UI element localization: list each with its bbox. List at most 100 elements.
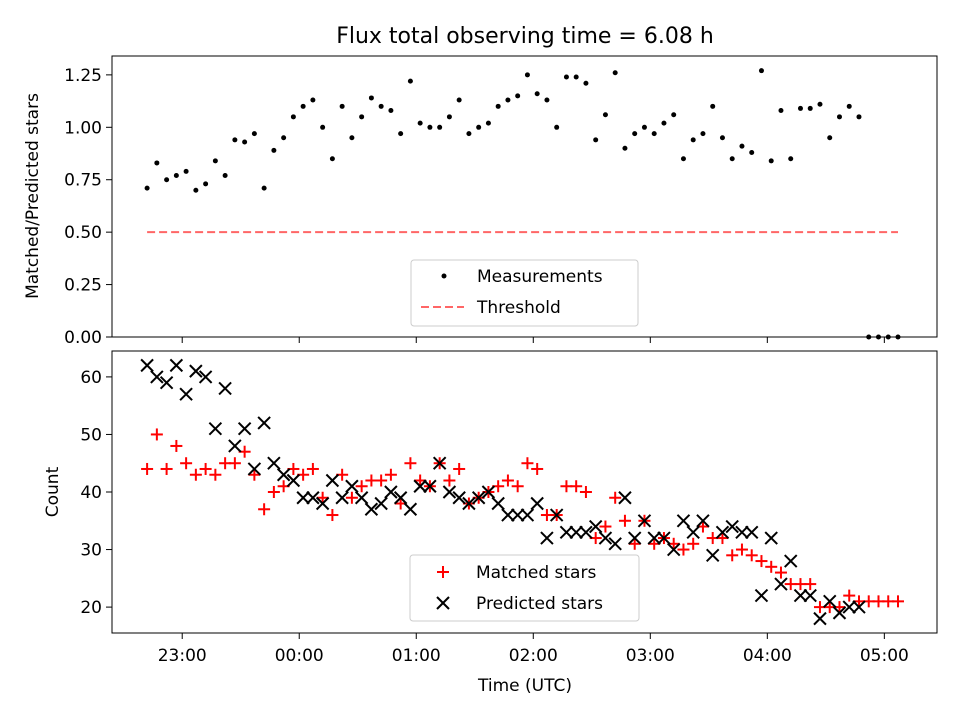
chart-title: Flux total observing time = 6.08 h [336, 24, 714, 49]
y-tick-label: 60 [80, 368, 102, 388]
cross-b [706, 548, 720, 563]
x-tick-label: 05:00 [860, 646, 909, 666]
predicted-star-point [793, 588, 808, 603]
matched-star-point [843, 589, 856, 602]
y-tick-label: 0.00 [64, 328, 102, 348]
predicted-star-point [335, 491, 349, 505]
y-tick-label: 50 [80, 425, 102, 445]
measurement-point [788, 156, 794, 162]
matched-star-point [228, 457, 241, 470]
cross-b [198, 370, 213, 384]
predicted-star-point [676, 514, 691, 528]
cross-b [676, 514, 691, 528]
predicted-star-point [384, 485, 398, 499]
bottom-x-ticks: 23:00 00:00 01:00 02:00 03:00 04:00 05:00 [158, 633, 909, 666]
measurement-point [232, 137, 238, 143]
matched-star-point [726, 549, 739, 562]
x-tick-label: 04:00 [743, 646, 792, 666]
measurement-point [154, 160, 160, 166]
predicted-star-point [452, 491, 466, 505]
cross-b [618, 491, 632, 505]
predicted-star-point [364, 502, 379, 516]
cross-b [315, 496, 330, 511]
cross-b [540, 531, 554, 545]
matched-star-point [501, 474, 514, 487]
cross-b [189, 364, 203, 378]
measurement-point [515, 93, 521, 99]
predicted-star-point [549, 508, 564, 522]
measurement-point [710, 103, 716, 109]
matched-star-point [160, 462, 173, 475]
measurement-point [368, 95, 374, 101]
cross-b [257, 416, 271, 430]
cross-b [423, 479, 437, 493]
measurement-point [739, 143, 745, 149]
measurement-point [632, 131, 638, 137]
predicted-star-point [774, 577, 788, 591]
predicted-star-point [189, 364, 203, 378]
predicted-star-point [432, 456, 447, 470]
matched-star-point [531, 462, 544, 475]
matched-star-point [209, 468, 222, 481]
predicted-star-point [725, 519, 739, 534]
cross-b [335, 491, 349, 505]
measurement-point [193, 187, 199, 193]
cross-b [159, 375, 174, 390]
measurement-point [583, 80, 589, 86]
predicted-star-point [286, 473, 301, 488]
predicted-star-point [784, 554, 798, 568]
cross-b [150, 370, 164, 384]
top-y-ticks: 0.00 0.25 0.50 0.75 1.00 1.25 [64, 66, 112, 348]
cross-b [345, 479, 359, 493]
predicted-star-point [393, 491, 408, 505]
measurement-point [349, 135, 355, 141]
cross-b [637, 514, 652, 528]
matched-star-point [891, 595, 904, 608]
measurement-point [719, 135, 725, 141]
cross-b [501, 508, 515, 522]
cross-b [179, 387, 193, 401]
predicted-star-point [296, 491, 310, 505]
matched-star-point [579, 486, 592, 498]
predicted-star-point [159, 375, 174, 390]
matched-star-point [180, 457, 193, 470]
cross-b [481, 485, 496, 499]
cross-b [569, 525, 583, 539]
x-tick-label: 01:00 [392, 646, 441, 666]
cross-b [666, 542, 681, 557]
predicted-star-point [315, 496, 330, 511]
measurement-point [183, 168, 189, 174]
cross-b [627, 531, 642, 545]
measurement-point [173, 173, 179, 179]
measurement-point [456, 97, 462, 103]
measurement-points [144, 68, 901, 340]
cross-b [218, 381, 232, 396]
predicted-star-point [354, 491, 369, 505]
cross-b [364, 502, 379, 516]
bottom-legend: Matched stars Predicted stars [409, 554, 640, 622]
measurement-point [690, 137, 696, 143]
cross-b [208, 421, 223, 436]
measurement-point [661, 120, 667, 126]
predicted-star-point [471, 491, 486, 505]
measurement-point [320, 124, 326, 130]
measurement-point [203, 181, 209, 187]
measurement-point [554, 124, 560, 130]
predicted-star-point [442, 485, 457, 499]
matched-star-point [316, 491, 329, 504]
measurement-point [290, 114, 296, 120]
cross-b [842, 600, 856, 614]
measurement-point [671, 112, 677, 118]
cross-b [393, 491, 408, 505]
predicted-star-point [706, 548, 720, 563]
x-tick-label: 02:00 [509, 646, 558, 666]
predicted-star-point [306, 491, 320, 505]
predicted-star-point [686, 525, 700, 539]
predicted-star-point [267, 456, 281, 470]
cross-b [793, 588, 808, 603]
cross-b [715, 525, 730, 539]
matched-star-point [248, 468, 261, 481]
measurement-point [310, 97, 316, 103]
measurement-point [544, 97, 550, 103]
